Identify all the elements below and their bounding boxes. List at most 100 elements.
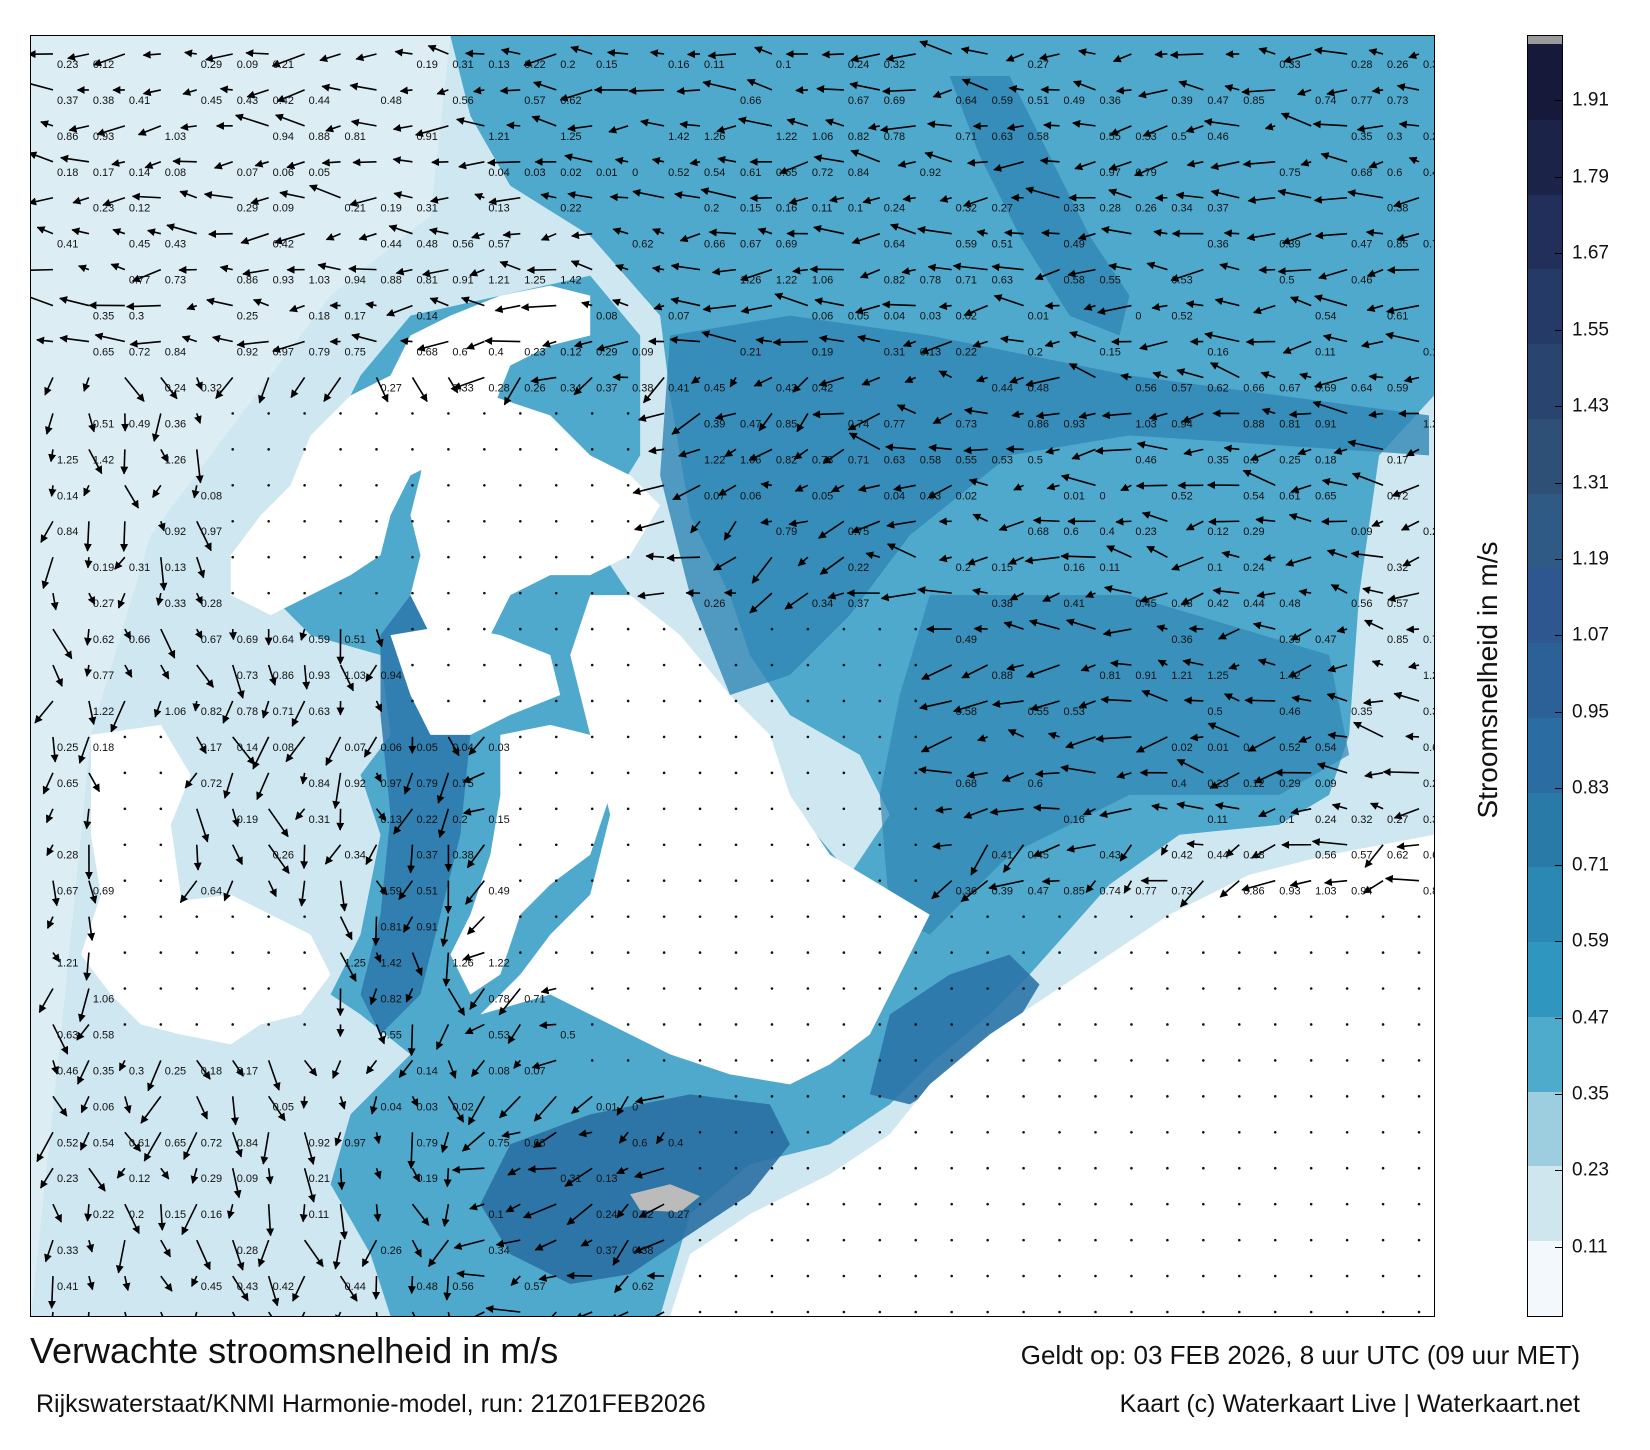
grid-dot (554, 915, 558, 918)
grid-dot (1202, 1059, 1205, 1062)
grid-dot (878, 663, 882, 667)
speed-label: 0.29 (201, 1173, 222, 1185)
grid-dot (734, 1130, 738, 1134)
current-arrow-icon (1046, 482, 1060, 491)
speed-label: 0 (632, 167, 638, 179)
current-arrow-icon (1078, 700, 1096, 709)
grid-dot (770, 1095, 774, 1098)
speed-label: 0.09 (273, 203, 294, 215)
current-arrow-icon (886, 520, 916, 529)
current-arrow-icon (279, 190, 305, 199)
grid-dot (159, 843, 163, 847)
current-arrow-icon (51, 1311, 54, 1316)
current-arrow-icon (1002, 844, 1025, 873)
current-arrow-icon (932, 841, 952, 850)
current-arrow-icon (1363, 880, 1384, 894)
colorbar-tick-label: 1.31 (1572, 472, 1609, 494)
grid-dot (303, 448, 306, 451)
speed-label: 0.61 (129, 1137, 150, 1149)
grid-dot (123, 987, 127, 990)
current-arrow-icon (637, 591, 665, 600)
grid-dot (878, 1095, 882, 1098)
current-arrow-icon (1322, 333, 1348, 343)
grid-dot (914, 1238, 918, 1242)
grid-dot (806, 807, 810, 811)
speed-label: 0.64 (956, 95, 977, 107)
current-arrow-icon (40, 1167, 54, 1189)
grid-dot (698, 735, 702, 739)
current-arrow-icon (351, 332, 377, 343)
speed-label: 0.55 (1099, 275, 1120, 287)
current-arrow-icon (690, 520, 701, 534)
grid-dot (770, 627, 774, 631)
current-arrow-icon (827, 591, 845, 600)
current-arrow-icon (1099, 808, 1132, 818)
grid-dot (662, 1059, 666, 1062)
current-arrow-icon (369, 988, 378, 1006)
current-speed-map[interactable]: 0.23 0.12 0.29 0.09 0.21 0.19 0.31 0.13 0.22 0.2 0… (30, 35, 1435, 1317)
speed-label: 0.47 (740, 418, 761, 430)
speed-label: 0.32 (956, 203, 977, 215)
current-arrow-icon (896, 404, 917, 415)
current-arrow-icon (634, 1095, 665, 1105)
current-arrow-icon (120, 449, 129, 475)
current-arrow-icon (1119, 844, 1133, 862)
current-arrow-icon (1223, 693, 1240, 702)
current-arrow-icon (87, 592, 96, 605)
current-arrow-icon (830, 484, 845, 493)
colorbar-segment (1528, 1090, 1562, 1167)
speed-label: 0.56 (452, 95, 473, 107)
current-arrow-icon (1247, 736, 1276, 752)
colorbar-segment (1528, 492, 1562, 569)
grid-dot (554, 412, 558, 415)
grid-dot (231, 987, 235, 990)
grid-dot (231, 915, 235, 918)
current-arrow-icon (879, 125, 916, 134)
current-arrow-icon (1156, 624, 1168, 633)
grid-dot (231, 591, 235, 595)
speed-label: 0.97 (345, 1137, 366, 1149)
speed-label: 0.63 (992, 275, 1013, 287)
current-arrow-icon (1072, 80, 1096, 91)
grid-dot (339, 412, 342, 415)
speed-label: 0.2 (956, 562, 971, 574)
speed-label: 0.18 (201, 1065, 222, 1077)
grid-dot (1309, 1238, 1313, 1242)
current-arrow-icon (289, 304, 305, 313)
current-arrow-icon (36, 226, 54, 235)
current-arrow-icon (1169, 50, 1204, 59)
current-arrow-icon (952, 700, 988, 713)
current-arrow-icon (917, 225, 952, 235)
current-arrow-icon (960, 46, 988, 55)
speed-label: 0.32 (201, 382, 222, 394)
colorbar-tick-mark (1555, 253, 1563, 255)
grid-dot (1166, 1130, 1169, 1134)
speed-label: 0.65 (1315, 490, 1336, 502)
current-arrow-icon (407, 844, 416, 874)
current-arrow-icon (1282, 340, 1312, 354)
grid-dot (662, 807, 666, 811)
speed-label: 0.67 (848, 95, 869, 107)
speed-label: 0.19 (812, 347, 833, 359)
current-arrow-icon (963, 406, 988, 415)
current-arrow-icon (1077, 232, 1096, 241)
speed-label: 0.09 (237, 59, 258, 71)
speed-label: 0.42 (812, 382, 833, 394)
speed-label: 0.39 (1171, 95, 1192, 107)
speed-label: 0.86 (1243, 886, 1264, 898)
speed-label: 0.54 (1315, 311, 1336, 323)
grid-dot (375, 555, 378, 559)
speed-label: 0.25 (165, 1065, 186, 1077)
speed-label: 1.03 (309, 275, 330, 287)
speed-label: 1.42 (381, 958, 402, 970)
current-arrow-icon (1391, 484, 1420, 498)
grid-dot (986, 1202, 989, 1206)
speed-label: 0.39 (1279, 239, 1300, 251)
current-arrow-icon (153, 700, 162, 718)
speed-label: 0.45 (129, 239, 150, 251)
current-arrow-icon (609, 1311, 629, 1316)
speed-label: 0.33 (57, 1245, 78, 1257)
current-arrow-icon (1060, 473, 1096, 487)
grid-dot (519, 771, 522, 775)
grid-dot (1345, 1274, 1349, 1278)
